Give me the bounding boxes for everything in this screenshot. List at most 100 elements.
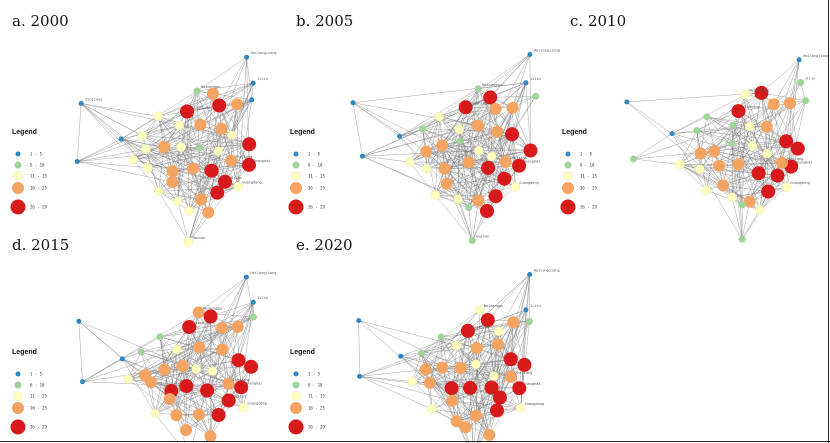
- node: [484, 380, 499, 395]
- edge: [128, 378, 177, 416]
- node-label: Xinjiang: [85, 97, 102, 101]
- edge: [456, 407, 521, 422]
- edge: [444, 168, 496, 197]
- edge: [442, 144, 489, 169]
- legend-swatch: [292, 381, 300, 389]
- node: [532, 92, 540, 100]
- edge: [121, 125, 180, 140]
- node: [182, 320, 197, 334]
- edge: [731, 126, 767, 144]
- edge: [221, 302, 254, 328]
- legend-e: Legend 1 - 5 6 - 10 11 - 15 16 - 25 26 - 29: [288, 349, 325, 435]
- edge: [169, 327, 223, 400]
- edge: [352, 102, 363, 157]
- node: [172, 196, 183, 207]
- edge: [468, 207, 473, 241]
- legend-label: 16 - 25: [30, 406, 47, 411]
- edge: [435, 167, 489, 196]
- edge: [133, 150, 219, 160]
- node-label: Jilin: [257, 296, 268, 300]
- node: [474, 85, 482, 93]
- node: [450, 415, 463, 428]
- edge: [176, 326, 238, 350]
- legend-c: Legend 1 - 5 6 - 10 11 - 15 16 - 25 26 - 29: [560, 129, 597, 215]
- edge: [199, 135, 232, 148]
- edge: [451, 388, 490, 436]
- edge: [145, 147, 200, 150]
- legend-b: Legend 1 - 5 6 - 10 11 - 15 16 - 25 26 - 29: [288, 129, 325, 215]
- edge: [460, 358, 511, 369]
- node: [465, 204, 473, 212]
- node: [191, 364, 201, 374]
- node: [471, 359, 481, 370]
- node: [713, 159, 725, 172]
- node-label: Neimenggu: [203, 306, 222, 310]
- edge: [222, 349, 229, 401]
- node: [483, 90, 498, 105]
- edge: [198, 93, 214, 148]
- edge: [732, 186, 787, 198]
- edge: [469, 387, 474, 443]
- legend-label: 16 - 25: [580, 186, 597, 191]
- edge: [362, 155, 488, 212]
- node-label: Neimenggu: [749, 89, 768, 93]
- node-label: Heilongjiang: [251, 51, 277, 55]
- node: [202, 206, 215, 219]
- node: [470, 342, 483, 355]
- node: [180, 424, 192, 437]
- edge: [696, 130, 707, 191]
- edge: [468, 162, 488, 212]
- edge: [435, 194, 496, 197]
- edge: [459, 129, 513, 135]
- edge: [77, 161, 148, 168]
- edge: [511, 134, 516, 187]
- edge: [435, 194, 469, 209]
- edge: [472, 200, 479, 241]
- edge: [352, 82, 526, 103]
- legend-swatch: [292, 161, 300, 169]
- edge: [723, 175, 778, 186]
- node: [767, 98, 780, 111]
- edge: [212, 277, 247, 372]
- edge: [192, 164, 250, 169]
- node: [250, 80, 256, 86]
- edge: [478, 150, 520, 166]
- edge: [460, 367, 512, 378]
- node-label: Liaoning: [472, 325, 489, 329]
- edge: [218, 99, 252, 152]
- legend-label: 1 - 5: [580, 152, 593, 157]
- edge: [723, 185, 769, 192]
- edge: [446, 167, 489, 185]
- edge: [459, 141, 505, 179]
- legend-swatch: [291, 391, 301, 401]
- node-label: Shanghai: [245, 381, 262, 385]
- legend-label: 11 - 15: [308, 394, 325, 399]
- edge: [439, 116, 498, 132]
- edge: [495, 95, 536, 110]
- edge: [457, 199, 473, 241]
- edge: [154, 369, 165, 414]
- edge: [444, 167, 489, 169]
- edge: [459, 108, 496, 130]
- node: [728, 140, 736, 148]
- edge: [511, 82, 527, 135]
- node: [493, 326, 504, 336]
- node: [444, 381, 459, 396]
- edge: [476, 387, 492, 443]
- edge: [700, 126, 750, 154]
- node: [231, 98, 243, 111]
- legend-label: 1 - 5: [308, 372, 321, 377]
- edge: [176, 415, 186, 443]
- edge: [475, 364, 490, 436]
- edge: [440, 336, 452, 389]
- node: [754, 85, 769, 100]
- node: [708, 145, 721, 158]
- edge: [200, 160, 232, 200]
- node: [510, 182, 521, 192]
- node: [76, 318, 82, 324]
- edge: [206, 316, 254, 391]
- edge: [723, 153, 768, 186]
- node: [166, 165, 179, 178]
- nodes-c: [624, 57, 810, 243]
- node: [212, 98, 227, 113]
